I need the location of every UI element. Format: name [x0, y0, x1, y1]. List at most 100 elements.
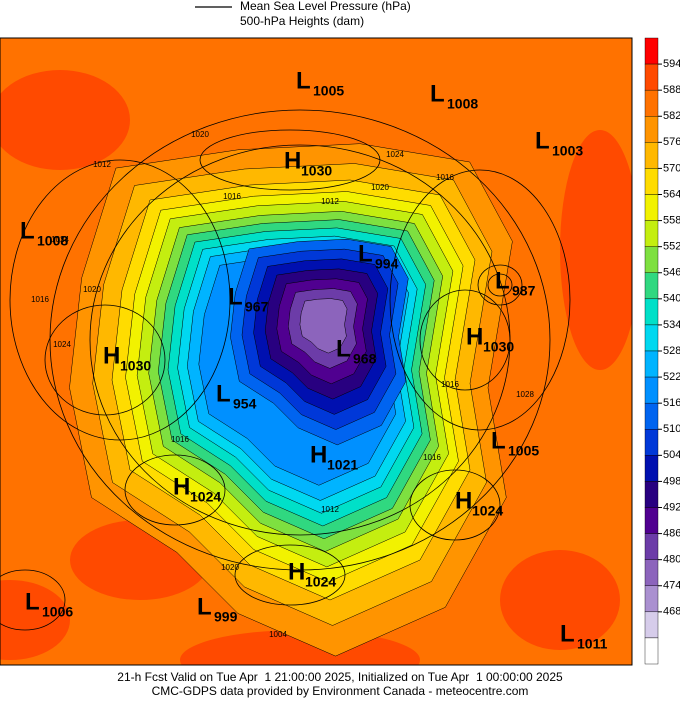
height-fill: [0, 70, 130, 170]
colorbar-box: [644, 220, 659, 247]
contour-label: 1020: [371, 183, 389, 192]
center-value: 987: [512, 283, 536, 299]
colorbar-box: [644, 116, 659, 143]
contour-label: 1004: [269, 630, 287, 639]
colorbar-box: [644, 533, 659, 560]
center-letter: L: [25, 588, 40, 615]
center-value: 1008: [447, 96, 478, 112]
center-letter: H: [173, 473, 190, 500]
colorbar-box: [644, 481, 659, 508]
colorbar-label: 588: [663, 84, 680, 96]
colorbar-label: 546: [663, 267, 680, 279]
colorbar-label: 468: [663, 606, 680, 618]
colorbar-box: [644, 402, 659, 430]
colorbar-label: 564: [663, 188, 680, 200]
map-frame: [0, 37, 633, 666]
height-fill: [500, 550, 620, 650]
contour-label: 1012: [93, 160, 111, 169]
colorbar-box: [644, 272, 659, 300]
contour-label: 1016: [436, 173, 454, 182]
colorbar-label: 576: [663, 136, 680, 148]
colorbar-box: [644, 89, 659, 117]
center-value: 994: [375, 256, 399, 272]
colorbar-label: 522: [663, 371, 680, 383]
isobar: [409, 469, 501, 541]
center-letter: H: [288, 558, 305, 585]
colorbar-label: 552: [663, 241, 680, 253]
colorbar-label: 534: [663, 319, 680, 331]
colorbar-box: [644, 455, 659, 482]
fill-legend: 500-hPa Heights (dam): [240, 14, 364, 28]
isobar: [44, 304, 166, 416]
colorbar-box: [644, 507, 659, 534]
colorbar-label: 594: [663, 58, 680, 70]
isobar: [124, 454, 226, 526]
center-value: 1006: [42, 604, 73, 620]
center-letter: L: [228, 283, 243, 310]
center-value: 1024: [305, 574, 336, 590]
colorbar-box: [644, 611, 659, 639]
colorbar-box: [644, 168, 659, 195]
contour-label: 1020: [191, 130, 209, 139]
center-value: 1030: [301, 163, 332, 179]
contour-label: 1016: [223, 192, 241, 201]
center-letter: L: [491, 427, 506, 454]
isobar: [49, 109, 551, 571]
contour-label: 1016: [31, 295, 49, 304]
center-letter: L: [336, 335, 351, 362]
center-letter: H: [103, 342, 120, 369]
center-letter: L: [495, 267, 510, 294]
colorbar-box: [644, 63, 659, 91]
colorbar-label: 540: [663, 293, 680, 305]
isobar: [199, 129, 381, 191]
colorbar-box: [644, 324, 659, 352]
contour-label: 1020: [221, 563, 239, 572]
map: 1020 1012 1024 1016 1012 1016 1020 1024 1016 1020…: [0, 38, 632, 665]
colorbar-box: [644, 194, 659, 221]
colorbar-label: 582: [663, 110, 680, 122]
contour-label: 1024: [53, 340, 71, 349]
colorbar-label: 480: [663, 554, 680, 566]
center-letter: H: [284, 147, 301, 174]
contour-label: 1012: [321, 197, 339, 206]
colorbar-label: 510: [663, 423, 680, 435]
colorbar-label: 504: [663, 449, 680, 461]
center-value: 999: [214, 609, 238, 625]
center-value: 967: [245, 299, 269, 315]
center-value: 1021: [327, 457, 358, 473]
center-letter: L: [560, 620, 575, 647]
center-value: 1005: [508, 443, 539, 459]
center-value: 1024: [190, 489, 221, 505]
center-letter: L: [296, 67, 311, 94]
colorbar-label: 498: [663, 475, 680, 487]
colorbar-label: 492: [663, 501, 680, 513]
footer-line: CMC-GDPS data provided by Environment Ca…: [152, 684, 529, 698]
colorbar-label: 528: [663, 345, 680, 357]
contour-label: 1024: [386, 150, 404, 159]
center-letter: L: [216, 380, 231, 407]
isobar: [9, 159, 231, 441]
colorbar-label: 486: [663, 527, 680, 539]
isobar: [0, 569, 66, 631]
colorbar-box: [644, 246, 659, 273]
center-letter: L: [430, 80, 445, 107]
isobar: [419, 289, 511, 391]
colorbar-label: 570: [663, 162, 680, 174]
center-value: 1008: [37, 233, 68, 249]
colorbar-box: [644, 37, 659, 65]
isobar: [487, 273, 513, 297]
center-letter: L: [358, 240, 373, 267]
colorbar-box: [644, 298, 659, 326]
colorbar-box: [644, 142, 659, 169]
contour-label: 1020: [83, 285, 101, 294]
center-letter: H: [455, 487, 472, 514]
colorbar-box: [644, 585, 659, 613]
height-fill: [560, 130, 632, 370]
center-value: 1003: [552, 143, 583, 159]
colorbar: 594 588 582 576 570 564 558 552 546 540 534 528 522 5…: [644, 37, 680, 665]
center-value: 1005: [313, 83, 344, 99]
colorbar-box: [644, 559, 659, 586]
center-value: 1011: [577, 636, 608, 652]
center-value: 1024: [472, 503, 503, 519]
